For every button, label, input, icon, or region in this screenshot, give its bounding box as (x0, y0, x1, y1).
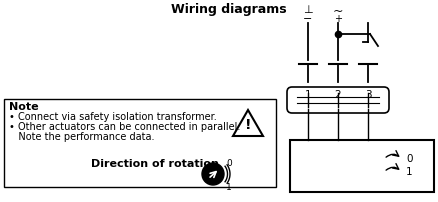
Text: +: + (333, 14, 341, 24)
Text: Wiring diagrams: Wiring diagrams (171, 3, 286, 16)
Text: −: − (303, 14, 312, 24)
Text: 3: 3 (364, 90, 371, 100)
Text: 2: 2 (334, 90, 340, 100)
Text: 0: 0 (226, 160, 231, 168)
FancyBboxPatch shape (4, 99, 276, 187)
Text: 0: 0 (405, 154, 412, 164)
Text: 1: 1 (304, 90, 311, 100)
Text: Note the performance data.: Note the performance data. (9, 132, 154, 142)
Text: ~: ~ (332, 5, 343, 18)
Text: 1: 1 (226, 182, 231, 191)
Text: Note: Note (9, 102, 39, 112)
Text: !: ! (244, 118, 251, 132)
FancyBboxPatch shape (290, 140, 433, 192)
Text: 1: 1 (405, 167, 412, 177)
Circle shape (201, 163, 223, 185)
FancyBboxPatch shape (286, 87, 388, 113)
Text: • Connect via safety isolation transformer.: • Connect via safety isolation transform… (9, 112, 216, 122)
Text: Direction of rotation: Direction of rotation (91, 159, 219, 169)
Text: • Other actuators can be connected in parallel.: • Other actuators can be connected in pa… (9, 122, 240, 132)
Text: ⊥: ⊥ (302, 5, 312, 15)
